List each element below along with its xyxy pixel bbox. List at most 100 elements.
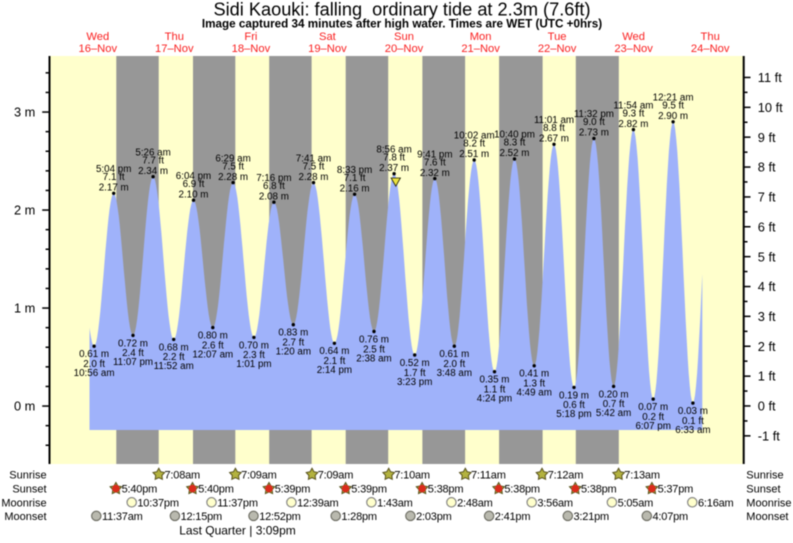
svg-text:12:52pm: 12:52pm [259, 511, 300, 523]
svg-text:2:41pm: 2:41pm [495, 511, 531, 523]
svg-text:7.1 ft: 7.1 ft [344, 173, 366, 184]
svg-text:17–Nov: 17–Nov [155, 43, 194, 55]
svg-text:Moonrise: Moonrise [746, 497, 791, 509]
svg-text:2.5 ft: 2.5 ft [363, 344, 385, 355]
svg-text:8:56 am: 8:56 am [376, 144, 411, 155]
svg-text:Wed: Wed [86, 31, 109, 43]
svg-text:12:15pm: 12:15pm [181, 511, 222, 523]
svg-text:3:56am: 3:56am [537, 497, 573, 509]
svg-text:0.1 ft: 0.1 ft [682, 416, 704, 427]
svg-text:2.2 ft: 2.2 ft [163, 352, 185, 363]
svg-text:7:16 pm: 7:16 pm [256, 173, 291, 184]
svg-text:11:01 am: 11:01 am [534, 115, 574, 126]
svg-text:7:08am: 7:08am [165, 470, 201, 482]
svg-text:2 ft: 2 ft [758, 339, 776, 354]
svg-text:4:07pm: 4:07pm [653, 511, 689, 523]
svg-text:0.61 m: 0.61 m [439, 349, 469, 360]
svg-text:5:05am: 5:05am [618, 497, 654, 509]
svg-text:7:41 am: 7:41 am [296, 153, 331, 164]
svg-text:2.51 m: 2.51 m [459, 149, 489, 160]
svg-text:19–Nov: 19–Nov [308, 43, 347, 55]
svg-text:0.19 m: 0.19 m [559, 390, 589, 401]
svg-text:4 ft: 4 ft [758, 279, 776, 294]
svg-text:7.8 ft: 7.8 ft [383, 152, 405, 163]
svg-text:5:40pm: 5:40pm [122, 484, 158, 496]
svg-text:8.8 ft: 8.8 ft [543, 123, 565, 134]
svg-text:8:33 pm: 8:33 pm [337, 165, 372, 176]
svg-text:7:11am: 7:11am [471, 470, 506, 482]
svg-text:9.5 ft: 9.5 ft [662, 101, 684, 112]
svg-text:1:28pm: 1:28pm [341, 511, 377, 523]
svg-text:2.34 m: 2.34 m [138, 166, 168, 177]
svg-text:20–Nov: 20–Nov [385, 43, 424, 55]
svg-text:2.28 m: 2.28 m [299, 172, 329, 183]
svg-text:2.4 ft: 2.4 ft [122, 348, 144, 359]
svg-text:2.82 m: 2.82 m [618, 119, 648, 130]
svg-text:Moonset: Moonset [4, 511, 46, 523]
svg-text:11:37pm: 11:37pm [217, 497, 258, 509]
svg-text:Fri: Fri [244, 31, 257, 43]
svg-text:Sunrise: Sunrise [9, 469, 46, 481]
svg-text:11:37am: 11:37am [102, 511, 143, 523]
svg-text:11:52 am: 11:52 am [154, 361, 194, 372]
svg-text:0.70 m: 0.70 m [239, 340, 269, 351]
svg-text:2.28 m: 2.28 m [218, 172, 248, 183]
svg-text:21–Nov: 21–Nov [461, 43, 500, 55]
svg-text:3:48 am: 3:48 am [437, 368, 472, 379]
svg-text:5:42 am: 5:42 am [596, 408, 631, 419]
svg-text:5:38pm: 5:38pm [428, 484, 464, 496]
svg-text:0.72 m: 0.72 m [118, 338, 148, 349]
svg-text:2.17 m: 2.17 m [99, 183, 129, 194]
svg-text:7:09am: 7:09am [318, 470, 354, 482]
svg-text:6:04 pm: 6:04 pm [176, 171, 211, 182]
svg-text:8 ft: 8 ft [758, 160, 776, 175]
svg-text:3:21pm: 3:21pm [574, 511, 610, 523]
svg-text:3 m: 3 m [14, 105, 35, 120]
svg-text:0 ft: 0 ft [758, 399, 776, 414]
svg-text:11:07 pm: 11:07 pm [113, 357, 153, 368]
svg-text:2.67 m: 2.67 m [539, 134, 569, 145]
svg-text:Moonset: Moonset [746, 511, 788, 523]
svg-text:5 ft: 5 ft [758, 249, 776, 264]
svg-text:2.10 m: 2.10 m [179, 189, 209, 200]
svg-text:7:13am: 7:13am [624, 470, 660, 482]
svg-text:5:38pm: 5:38pm [581, 484, 617, 496]
svg-text:Sun: Sun [394, 31, 414, 43]
svg-text:10:02 am: 10:02 am [454, 131, 495, 142]
svg-text:Last Quarter | 3:09pm: Last Quarter | 3:09pm [179, 523, 296, 537]
svg-text:5:37pm: 5:37pm [658, 484, 694, 496]
svg-text:6:29 am: 6:29 am [215, 153, 250, 164]
svg-text:2.1 ft: 2.1 ft [324, 356, 346, 367]
svg-text:0.2 ft: 0.2 ft [642, 412, 664, 423]
svg-text:7.1 ft: 7.1 ft [103, 172, 125, 183]
svg-text:6 ft: 6 ft [758, 219, 776, 234]
svg-text:5:38pm: 5:38pm [504, 484, 540, 496]
svg-text:0 m: 0 m [14, 399, 35, 414]
svg-text:12:21 am: 12:21 am [653, 93, 694, 104]
svg-text:1.3 ft: 1.3 ft [523, 379, 545, 390]
svg-text:9:41 pm: 9:41 pm [417, 149, 452, 160]
svg-text:18–Nov: 18–Nov [232, 43, 271, 55]
svg-text:7.6 ft: 7.6 ft [424, 157, 446, 168]
svg-text:Sidi Kaouki: falling ordinary: Sidi Kaouki: falling ordinary tide at 2.… [213, 0, 590, 20]
svg-text:Tue: Tue [548, 31, 567, 43]
svg-text:6:33 am: 6:33 am [675, 425, 710, 436]
svg-text:10 ft: 10 ft [758, 100, 783, 115]
svg-text:2.32 m: 2.32 m [420, 168, 450, 179]
svg-text:7:10am: 7:10am [394, 470, 430, 482]
svg-text:0.07 m: 0.07 m [638, 402, 668, 413]
svg-text:1:01 pm: 1:01 pm [236, 359, 271, 370]
svg-text:0.35 m: 0.35 m [480, 375, 510, 386]
svg-text:5:18 pm: 5:18 pm [556, 409, 591, 420]
svg-text:Image captured 34 minutes afte: Image captured 34 minutes after high wat… [202, 17, 602, 30]
svg-text:2.08 m: 2.08 m [259, 191, 289, 202]
svg-text:Sat: Sat [319, 31, 337, 43]
svg-text:9.3 ft: 9.3 ft [623, 108, 645, 119]
svg-text:Thu: Thu [165, 31, 184, 43]
svg-text:1 ft: 1 ft [758, 369, 776, 384]
svg-text:12:39am: 12:39am [297, 497, 338, 509]
svg-text:6.8 ft: 6.8 ft [263, 181, 285, 192]
svg-text:9.0 ft: 9.0 ft [583, 117, 605, 128]
svg-text:7.7 ft: 7.7 ft [142, 155, 164, 166]
svg-text:3 ft: 3 ft [758, 309, 776, 324]
